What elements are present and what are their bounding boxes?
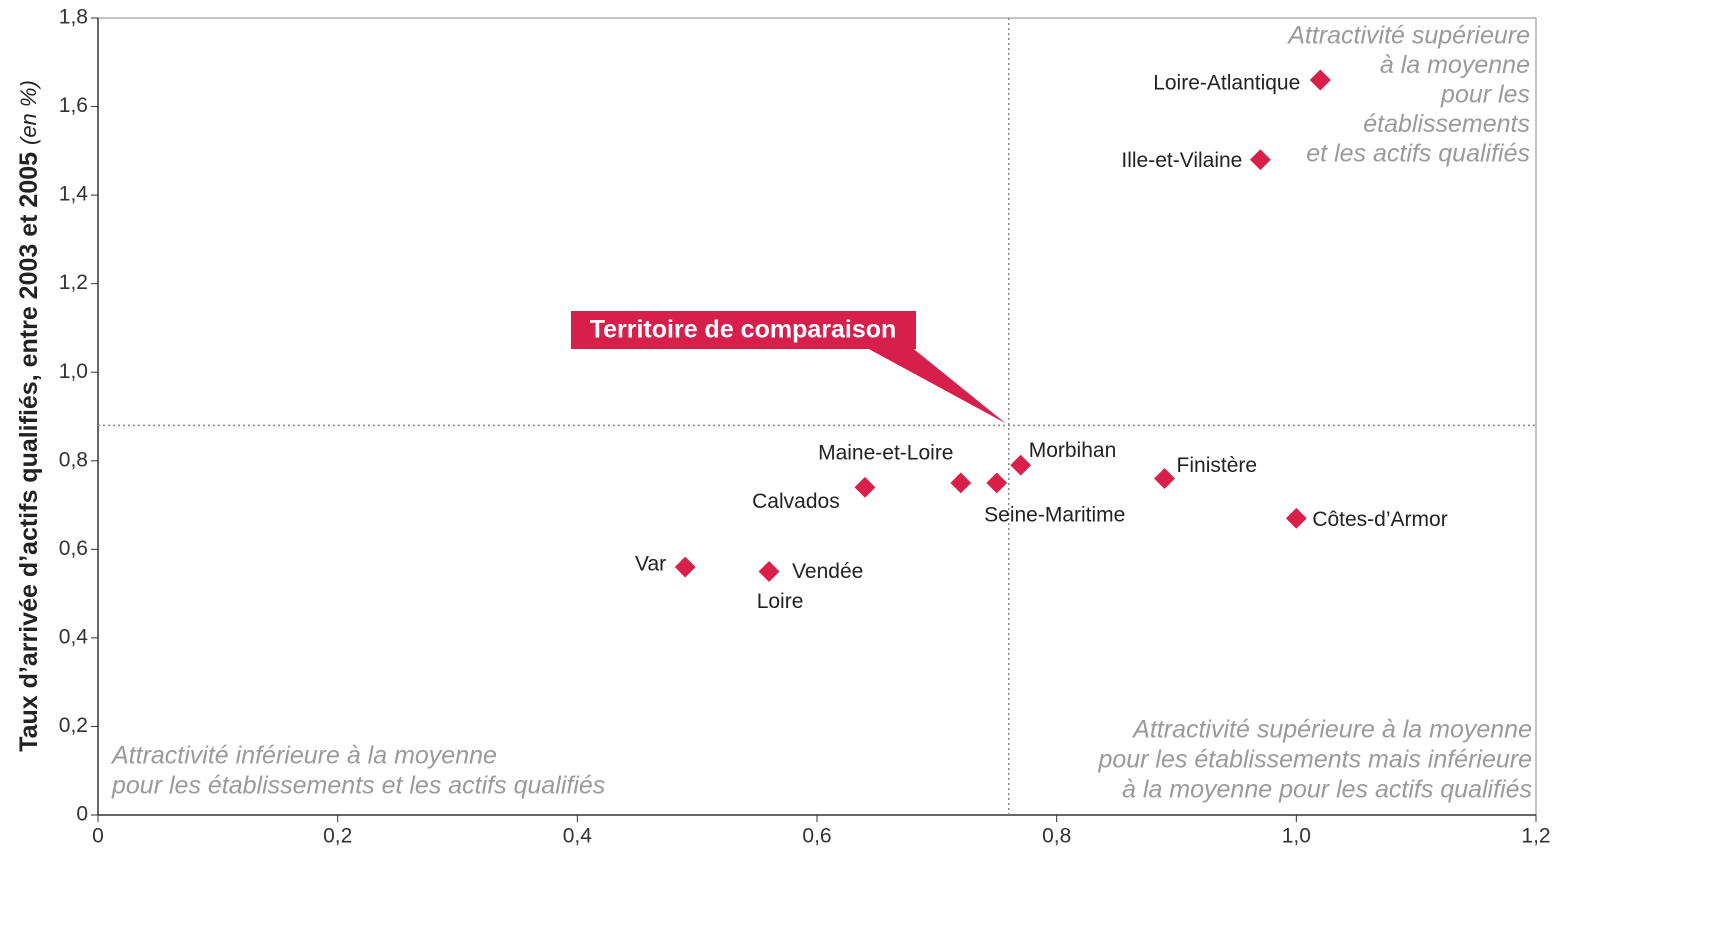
data-point (1284, 506, 1308, 530)
data-point (1308, 68, 1332, 92)
point-label: Var (635, 553, 666, 576)
y-tick-label: 0,4 (59, 625, 89, 648)
x-tick-label: 0,4 (563, 825, 593, 848)
y-tick-label: 0 (76, 803, 88, 826)
callout-box (571, 311, 916, 349)
callout-label: Territoire de comparaison (590, 316, 897, 344)
data-point (1152, 466, 1177, 491)
y-tick-label: 1,6 (59, 94, 88, 117)
y-tick-label: 0,2 (59, 714, 88, 737)
quadrant-note: à la moyenne (1380, 51, 1530, 79)
quadrant-note: établissements (1363, 110, 1530, 138)
point-label: Maine-et-Loire (818, 441, 953, 464)
point-label: Finistère (1177, 454, 1258, 477)
quadrant-note: pour les établissements et les actifs qu… (111, 772, 605, 800)
x-tick-label: 0,8 (1042, 825, 1071, 848)
data-point (985, 471, 1009, 495)
quadrant-note: Attractivité inférieure à la moyenne (110, 742, 497, 770)
data-point (673, 555, 697, 579)
quadrant-note: à la moyenne pour les actifs qualifiés (1122, 776, 1532, 804)
x-tick-label: 1,0 (1282, 825, 1311, 848)
point-label: Vendée (792, 560, 863, 583)
y-tick-label: 0,6 (59, 537, 88, 560)
quadrant-note: Attractivité supérieure à la moyenne (1131, 716, 1532, 744)
callout-pointer (868, 349, 1006, 424)
data-point (949, 471, 973, 495)
point-label: Morbihan (1029, 439, 1117, 462)
y-tick-label: 1,4 (59, 183, 89, 206)
data-point (853, 475, 877, 499)
y-axis-label: Taux d’arrivée d’actifs qualifiés, entre… (15, 152, 43, 752)
x-tick-label: 0,2 (323, 825, 352, 848)
data-point (1248, 148, 1272, 172)
point-label: Loire (757, 590, 804, 613)
x-tick-label: 0 (92, 825, 104, 848)
y-tick-label: 1,2 (59, 271, 88, 294)
data-point (1009, 453, 1033, 477)
quadrant-note: pour les établissements mais inférieure (1097, 746, 1532, 774)
data-point (757, 559, 781, 584)
point-label: Ille-et-Vilaine (1121, 149, 1242, 172)
y-axis-title: Taux d’arrivée d’actifs qualifiés, entre… (15, 80, 43, 752)
y-tick-label: 1,0 (59, 360, 88, 383)
x-tick-label: 1,2 (1521, 825, 1550, 848)
point-label: Côtes-d’Armor (1312, 508, 1447, 531)
quadrant-note: Attractivité supérieure (1286, 22, 1530, 50)
point-label: Seine-Maritime (984, 503, 1125, 526)
y-tick-label: 0,8 (59, 448, 88, 471)
y-axis-unit: (en %) (16, 80, 41, 145)
quadrant-note: et les actifs qualifiés (1306, 140, 1530, 168)
quadrant-note: pour les (1440, 81, 1530, 109)
y-tick-label: 1,8 (59, 6, 88, 29)
point-label: Calvados (752, 490, 840, 513)
plot-frame (97, 17, 1537, 816)
point-label: Loire-Atlantique (1153, 72, 1300, 95)
x-tick-label: 0,6 (802, 825, 831, 848)
